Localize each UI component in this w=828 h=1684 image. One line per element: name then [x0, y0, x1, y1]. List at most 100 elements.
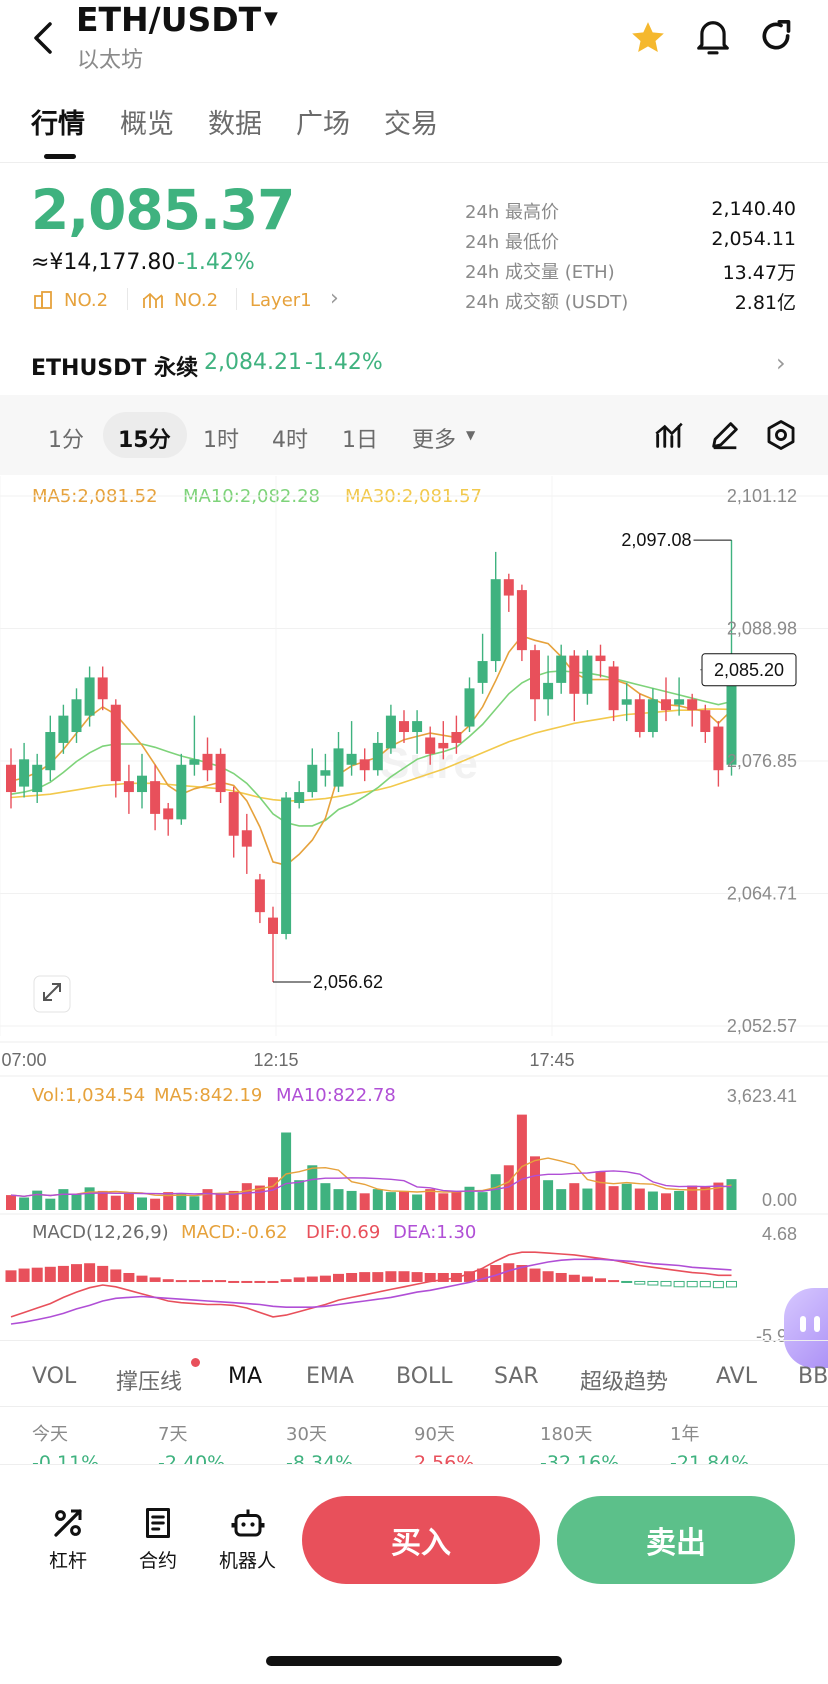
assistant-bubble[interactable] [784, 1288, 828, 1368]
bot-icon[interactable] [230, 1505, 266, 1541]
perpetual-name[interactable]: ETHUSDT 永续 [31, 356, 199, 381]
macd-hist-bar [267, 1280, 279, 1283]
volume-bar [647, 1191, 658, 1210]
volume-bar [372, 1189, 383, 1210]
current-price-tag [701, 653, 797, 687]
macd-hist-bar [660, 1280, 672, 1287]
timeframe-1m[interactable]: 1分 [48, 428, 84, 453]
macd-hist-bar [372, 1272, 384, 1282]
macd-hist-bar [136, 1275, 148, 1282]
candle-body [215, 753, 226, 793]
back-icon[interactable] [28, 18, 60, 58]
indicator-tab-avl[interactable]: AVL [716, 1364, 757, 1389]
tab-data[interactable]: 数据 [208, 109, 262, 140]
buy-button[interactable]: 买入 [302, 1496, 540, 1584]
leverage-icon[interactable] [50, 1505, 86, 1541]
period-label: 今天 [32, 1424, 68, 1445]
indicator-tab-bb[interactable]: BB [798, 1364, 828, 1389]
macd-hist-bar [306, 1276, 318, 1282]
volume-bar [137, 1197, 147, 1210]
divider [0, 1340, 828, 1341]
settings-hexagon-icon[interactable] [764, 418, 798, 452]
tab-overview[interactable]: 概览 [120, 109, 174, 140]
timeframe-1d[interactable]: 1日 [342, 428, 378, 453]
period-label: 7天 [158, 1424, 188, 1445]
timeframe-1h[interactable]: 1时 [203, 428, 239, 453]
volume-axis-label: 0.00 [762, 1190, 797, 1210]
kline-chart[interactable]: Sure 2,097.082,056.622,085.20 2,101.122,… [0, 476, 828, 1348]
candle-body [202, 753, 213, 771]
pair-dropdown-caret-icon[interactable]: ▼ [264, 8, 278, 29]
trend-rank-icon [142, 290, 164, 310]
leverage-label[interactable]: 杠杆 [49, 1550, 88, 1572]
caret-down-icon[interactable]: ▼ [466, 428, 476, 442]
refresh-icon[interactable] [756, 16, 796, 56]
candle-body [110, 704, 121, 782]
pair-title[interactable]: ETH/USDT [76, 0, 262, 39]
period-label: 180天 [540, 1424, 593, 1445]
volume-bar [530, 1156, 540, 1210]
timeframe-15m[interactable]: 15分 [118, 428, 171, 453]
macd-hist-bar [57, 1265, 69, 1282]
stat-value: 2,054.11 [711, 228, 796, 250]
indicator-tab-sar[interactable]: SAR [494, 1364, 539, 1389]
volume-bar [385, 1192, 396, 1210]
volume-bar [687, 1185, 698, 1210]
candle-body [477, 661, 488, 683]
candle-body [228, 792, 239, 836]
tab-trade[interactable]: 交易 [384, 109, 438, 140]
chevron-right-icon[interactable]: › [330, 286, 339, 311]
macd-hist-bar [359, 1272, 371, 1282]
favorite-star-icon[interactable] [628, 18, 668, 58]
vol-ma5-legend: MA5:842.19 [154, 1085, 263, 1106]
indicator-tab-ma[interactable]: MA [228, 1364, 263, 1389]
indicator-tab-ema[interactable]: EMA [306, 1364, 354, 1389]
candle-body [674, 699, 685, 705]
perpetual-change: -1.42% [305, 350, 383, 375]
period-value: -32.16% [540, 1452, 620, 1464]
candle-body [490, 579, 501, 662]
market-cap-rank[interactable]: NO.2 [64, 290, 109, 311]
sell-button[interactable]: 卖出 [557, 1496, 795, 1584]
chevron-right-icon[interactable]: › [776, 349, 786, 377]
volume-bar [412, 1194, 423, 1210]
volume-bar [320, 1183, 331, 1210]
indicator-tab-vol[interactable]: VOL [32, 1364, 77, 1389]
indicator-tab-supertrend[interactable]: 超级趋势 [580, 1370, 669, 1395]
contract-label[interactable]: 合约 [139, 1550, 178, 1572]
indicator-tab-boll[interactable]: BOLL [396, 1364, 453, 1389]
tab-square[interactable]: 广场 [296, 109, 350, 140]
dea-line [10, 1258, 732, 1325]
volume-rank[interactable]: NO.2 [174, 290, 219, 311]
candle-body [595, 655, 606, 662]
bot-label[interactable]: 机器人 [219, 1550, 277, 1572]
period-value: -21.84% [670, 1452, 750, 1464]
stat-value: 2.81亿 [734, 292, 796, 314]
indicator-icon[interactable] [652, 418, 686, 452]
timeframe-4h[interactable]: 4时 [272, 428, 308, 453]
volume-bar [333, 1189, 344, 1210]
candle-body [464, 688, 475, 727]
timeframe-more[interactable]: 更多 [412, 428, 457, 453]
macd-hist-bar [110, 1269, 122, 1282]
volume-bar [726, 1179, 737, 1210]
volume-bar [6, 1195, 16, 1210]
cny-price: ≈¥14,177.80 [31, 250, 176, 275]
candle-body [268, 917, 278, 934]
volume-bar [150, 1198, 161, 1210]
volume-bar [19, 1197, 30, 1210]
contract-icon[interactable] [140, 1505, 176, 1541]
volume-bar [281, 1132, 292, 1210]
tab-market[interactable]: 行情 [31, 109, 85, 140]
candle-body [412, 721, 423, 733]
indicator-tab-support[interactable]: 撑压线 [116, 1370, 183, 1395]
bell-icon[interactable] [694, 16, 732, 58]
divider [0, 162, 828, 163]
candle-body [294, 792, 305, 803]
macd-hist-bar [123, 1272, 135, 1282]
sector-tag[interactable]: Layer1 [250, 290, 312, 311]
candle-body [516, 590, 527, 651]
draw-pen-icon[interactable] [708, 418, 742, 452]
volume-bar [503, 1165, 514, 1210]
macd-hist-bar [686, 1280, 698, 1288]
